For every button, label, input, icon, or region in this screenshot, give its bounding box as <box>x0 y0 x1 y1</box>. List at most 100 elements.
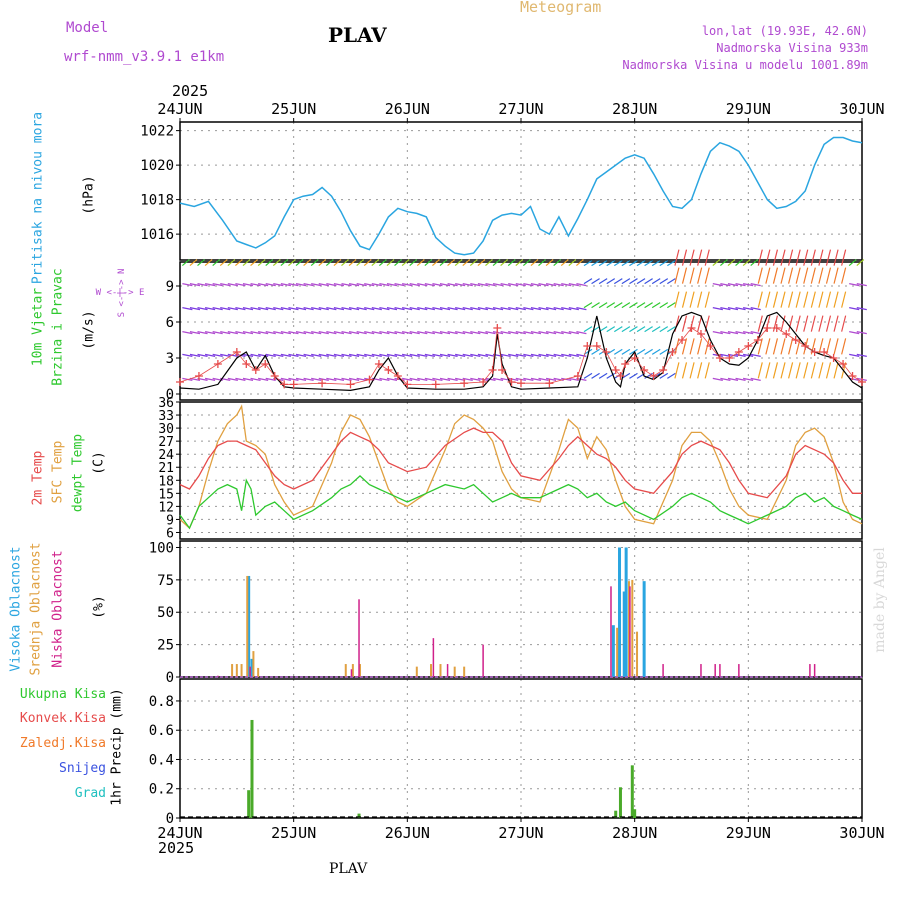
wind-vector <box>341 283 352 287</box>
cloud-bar-high <box>622 591 626 677</box>
wind-vector <box>674 267 680 284</box>
wind-vector <box>310 259 319 267</box>
wind-vector <box>326 331 337 335</box>
wind-vector <box>212 331 223 335</box>
wind-vector <box>795 291 801 308</box>
wind-vector <box>704 249 710 266</box>
wind-vector <box>613 302 623 309</box>
wind-speed-line <box>179 311 863 392</box>
wind-vector <box>189 331 201 335</box>
wind-vector <box>674 362 680 379</box>
wind-vector <box>189 377 201 381</box>
wind-vector <box>629 326 638 333</box>
wind-vector <box>689 338 695 355</box>
wind-vector <box>810 291 816 308</box>
wind-vector <box>470 353 481 357</box>
time-label-top: 30JUN <box>839 100 884 118</box>
wind-vector <box>606 260 616 267</box>
wind-vector <box>394 259 402 267</box>
wind-vector <box>545 307 557 311</box>
cloud-bar-mid <box>231 664 234 677</box>
wind-vector <box>379 283 390 287</box>
wind-vector <box>720 283 731 287</box>
time-label-bottom: 24JUN <box>157 824 202 842</box>
wind-vector <box>523 331 534 335</box>
wind-vector <box>341 353 352 357</box>
wind-vector <box>303 307 314 311</box>
wind-vector <box>583 302 593 309</box>
wind-vector <box>757 267 763 284</box>
time-label-bottom: 25JUN <box>271 824 316 842</box>
wind-vector <box>250 377 261 381</box>
wind-vector <box>379 331 390 335</box>
wind-vector <box>258 283 269 287</box>
wind-vector <box>818 291 824 308</box>
wind-vector <box>508 307 519 311</box>
wind-vector <box>765 267 771 284</box>
legend-convective-rain: Konvek.Kisa <box>19 711 106 726</box>
wind-vector <box>856 283 867 287</box>
time-label-top: 29JUN <box>726 100 771 118</box>
wind-vector <box>772 315 779 332</box>
wind-vector <box>197 307 208 311</box>
precip-bar <box>247 790 251 818</box>
wind-vector <box>508 283 519 287</box>
wind-vector <box>757 315 763 332</box>
wind-vector <box>651 348 661 355</box>
wind-vector <box>477 353 489 357</box>
wind-vector <box>591 302 600 309</box>
wind-vector <box>803 267 809 284</box>
wind-vector <box>250 307 261 311</box>
wind-vector <box>204 331 216 335</box>
wind-vector <box>477 307 489 311</box>
wind-vector <box>583 348 593 355</box>
wind-vector <box>333 307 345 311</box>
wind-vector <box>341 331 352 335</box>
wind-vector <box>712 307 723 311</box>
wind-vector <box>181 259 190 267</box>
wind-vector <box>409 307 420 311</box>
panel-frame-cloud <box>179 540 863 678</box>
wind-vector <box>280 307 291 311</box>
wind-vector <box>735 259 743 267</box>
wind-vector <box>750 259 759 267</box>
wind-vector <box>621 348 631 355</box>
legend-snow: Snijeg <box>59 761 106 776</box>
wind-vector <box>500 307 511 311</box>
cloud-bar-mid <box>439 664 442 677</box>
wind-vector <box>667 278 676 285</box>
y-tick-label: 30 <box>158 422 174 437</box>
panel-frame-wind <box>179 261 863 401</box>
wind-vector <box>712 283 723 287</box>
wind-vector <box>477 331 489 335</box>
wind-vector <box>212 259 221 267</box>
cloud-bar-high <box>618 547 622 677</box>
y-tick-label: 0 <box>166 387 174 403</box>
wind-vector <box>591 372 600 379</box>
wind-vector <box>613 260 623 267</box>
cloud-bar-low <box>629 586 631 677</box>
wind-vector <box>621 326 631 333</box>
wind-vector <box>704 362 710 379</box>
wind-vector <box>795 338 801 355</box>
wind-vector <box>606 326 616 333</box>
time-label-top: 27JUN <box>498 100 543 118</box>
lonlat-label: lon,lat (19.93E, 42.6N) <box>701 24 868 38</box>
y-tick-label: 9 <box>166 513 174 528</box>
cloud-bar-mid <box>415 666 418 677</box>
wind-vector <box>795 249 801 266</box>
panel-frame-pressure <box>179 121 863 261</box>
wind-vector <box>280 377 291 381</box>
wind-vector <box>386 377 398 381</box>
cloud-bar-low <box>719 664 721 677</box>
wind-vector <box>371 259 380 267</box>
wind-vector <box>402 283 413 287</box>
wind-vector <box>659 372 669 379</box>
cloud-bar-mid <box>351 664 354 677</box>
y-tick-label: 24 <box>158 448 174 463</box>
wind-vector <box>841 267 847 284</box>
wind-vector <box>182 331 193 335</box>
wind-vector <box>629 278 638 285</box>
wind-vector <box>439 353 451 357</box>
wind-vector <box>681 267 688 284</box>
